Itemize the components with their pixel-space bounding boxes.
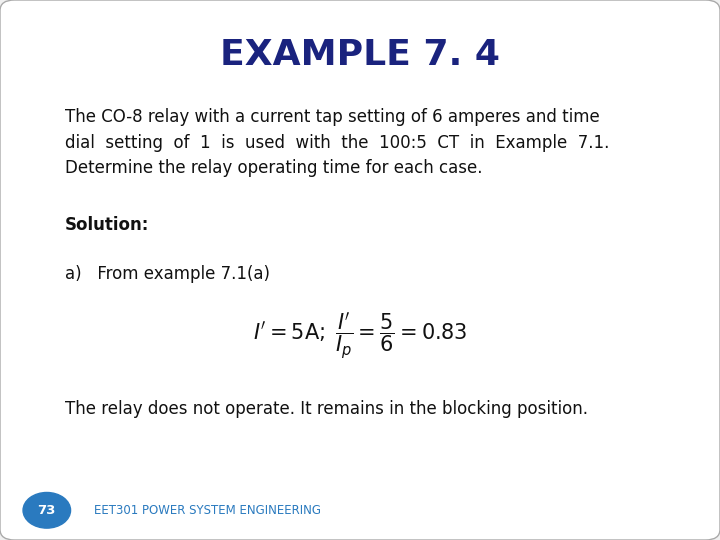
Text: The CO-8 relay with a current tap setting of 6 amperes and time
dial  setting  o: The CO-8 relay with a current tap settin… (65, 108, 609, 178)
Text: $I'=5\mathrm{A};\;\dfrac{I'}{I_p}=\dfrac{5}{6}=0.83$: $I'=5\mathrm{A};\;\dfrac{I'}{I_p}=\dfrac… (253, 310, 467, 362)
Text: Solution:: Solution: (65, 216, 149, 234)
Text: EXAMPLE 7. 4: EXAMPLE 7. 4 (220, 38, 500, 72)
Text: a)   From example 7.1(a): a) From example 7.1(a) (65, 265, 270, 282)
Text: EET301 POWER SYSTEM ENGINEERING: EET301 POWER SYSTEM ENGINEERING (94, 504, 320, 517)
Circle shape (23, 492, 71, 528)
Text: The relay does not operate. It remains in the blocking position.: The relay does not operate. It remains i… (65, 400, 588, 417)
Text: 73: 73 (37, 504, 56, 517)
